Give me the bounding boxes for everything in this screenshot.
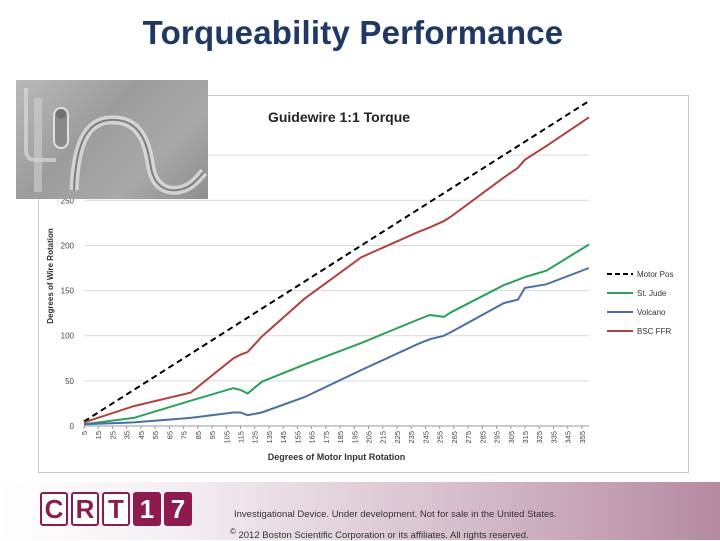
x-tick-label: 5: [80, 431, 89, 435]
x-tick-label: 185: [336, 431, 345, 444]
copyright-symbol: ©: [230, 527, 236, 536]
x-tick-label: 45: [137, 431, 146, 439]
chart-frame: Guidewire 1:1 Torque05010015020025030051…: [38, 95, 689, 473]
y-tick-label: 150: [61, 287, 75, 296]
y-tick-label: 50: [65, 377, 74, 386]
x-tick-label: 295: [493, 431, 502, 444]
series-line-bsc-ffr: [83, 116, 590, 424]
x-tick-label: 195: [350, 431, 359, 444]
y-axis-title: Degrees of Wire Rotation: [46, 228, 55, 324]
x-tick-label: 225: [393, 431, 402, 444]
crt17-logo: C R T 1 7: [40, 492, 192, 530]
x-tick-label: 95: [208, 431, 217, 439]
x-tick-label: 145: [279, 431, 288, 444]
logo-char-7: 7: [164, 492, 192, 526]
x-tick-label: 55: [151, 431, 160, 439]
x-tick-label: 15: [94, 431, 103, 439]
x-tick-label: 345: [564, 431, 573, 444]
x-tick-label: 205: [365, 431, 374, 444]
y-tick-label: 250: [61, 196, 75, 205]
chart-title: Guidewire 1:1 Torque: [268, 109, 410, 125]
x-tick-label: 135: [265, 431, 274, 444]
x-tick-label: 65: [165, 431, 174, 439]
x-tick-label: 235: [407, 431, 416, 444]
x-tick-label: 25: [108, 431, 117, 439]
x-tick-label: 305: [507, 431, 516, 444]
x-tick-label: 325: [535, 431, 544, 444]
x-tick-label: 175: [322, 431, 331, 444]
x-tick-label: 315: [521, 431, 530, 444]
legend-label: BSC FFR: [637, 327, 671, 336]
x-tick-label: 355: [578, 431, 587, 444]
y-tick-label: 100: [61, 332, 75, 341]
y-tick-label: 200: [61, 241, 75, 250]
x-tick-label: 105: [222, 431, 231, 444]
y-tick-label: 0: [70, 422, 75, 431]
series-line-volcano: [83, 267, 590, 426]
x-tick-label: 75: [180, 431, 189, 439]
guidewire-test-fixture-photo: [16, 80, 208, 199]
series-line-motor-pos: [83, 100, 590, 423]
legend-label: St. Jude: [637, 289, 667, 298]
copyright-statement: 2012 Boston Scientific Corporation or it…: [238, 530, 529, 541]
x-tick-label: 155: [293, 431, 302, 444]
x-tick-label: 255: [436, 431, 445, 444]
x-tick-label: 35: [123, 431, 132, 439]
logo-char-R: R: [71, 492, 99, 526]
fixture-photo-illustration: [24, 88, 208, 195]
x-tick-label: 265: [450, 431, 459, 444]
x-tick-label: 165: [308, 431, 317, 444]
logo-char-C: C: [40, 492, 68, 526]
x-tick-label: 85: [194, 431, 203, 439]
logo-char-T: T: [102, 492, 130, 526]
legend-label: Motor Pos: [637, 270, 673, 279]
logo-char-1: 1: [133, 492, 161, 526]
x-axis-title: Degrees of Motor Input Rotation: [268, 452, 406, 462]
x-tick-label: 215: [379, 431, 388, 444]
x-tick-label: 125: [251, 431, 260, 444]
x-tick-label: 245: [421, 431, 430, 444]
series-line-st-jude: [83, 243, 590, 426]
copyright-text: © 2012 Boston Scientific Corporation or …: [230, 527, 529, 541]
slide-title: Torqueability Performance: [142, 14, 564, 51]
chart-svg: Guidewire 1:1 Torque05010015020025030051…: [46, 100, 673, 462]
x-tick-label: 115: [236, 431, 245, 443]
legend-label: Volcano: [637, 308, 666, 317]
x-tick-label: 335: [549, 431, 558, 444]
disclaimer-text: Investigational Device. Under developmen…: [234, 509, 557, 520]
x-tick-label: 275: [464, 431, 473, 444]
x-tick-label: 285: [478, 431, 487, 444]
